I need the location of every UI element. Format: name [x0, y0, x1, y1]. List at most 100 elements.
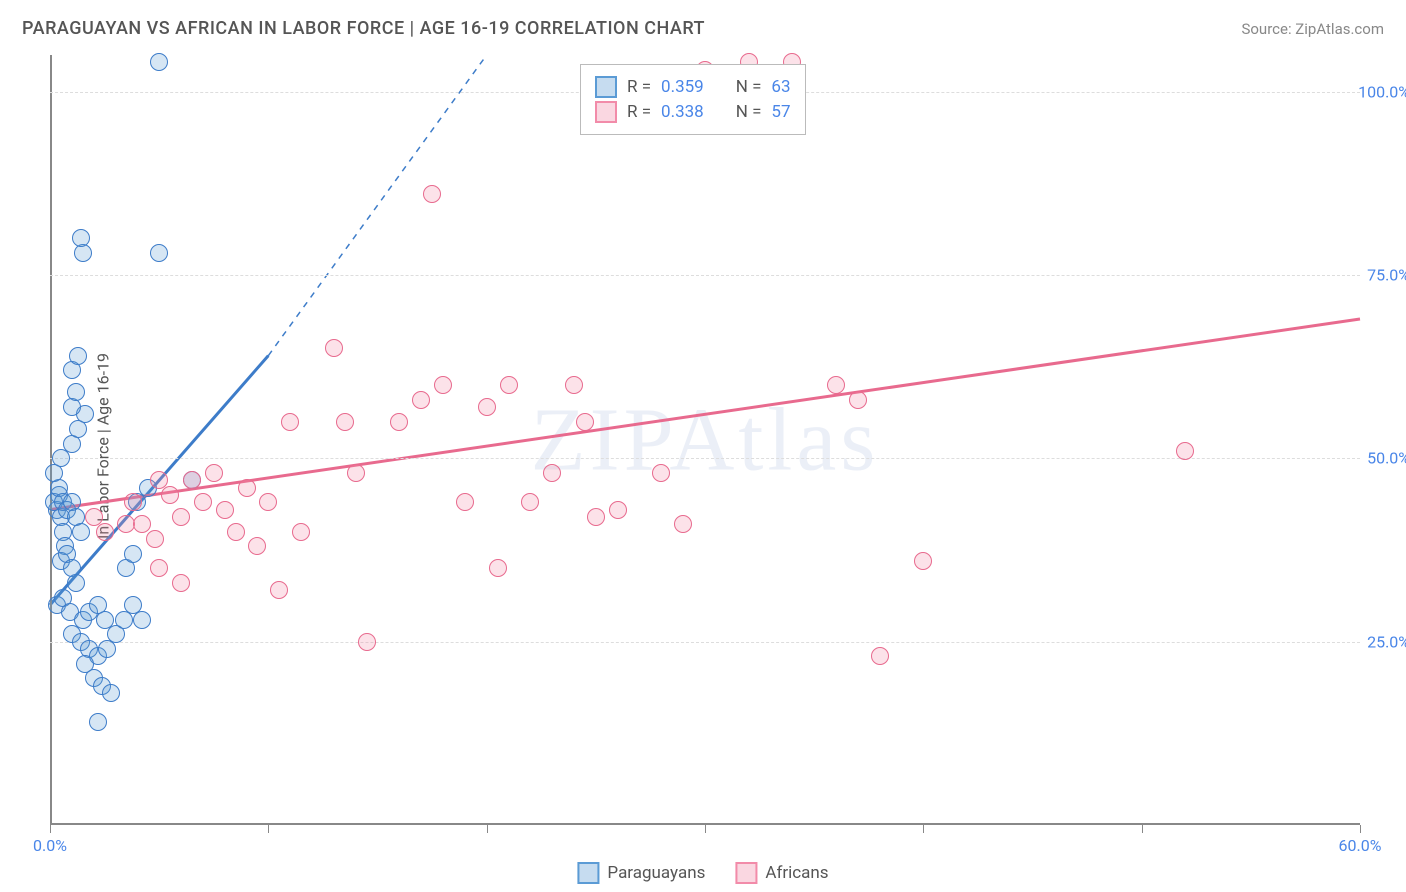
data-point — [150, 244, 168, 262]
data-point — [543, 464, 561, 482]
legend-swatch — [735, 862, 757, 884]
data-point — [172, 508, 190, 526]
n-label: N = — [736, 77, 762, 97]
data-point — [412, 391, 430, 409]
data-point — [587, 508, 605, 526]
chart-title: PARAGUAYAN VS AFRICAN IN LABOR FORCE | A… — [22, 18, 705, 39]
grid-line — [50, 458, 1360, 459]
r-value: 0.338 — [661, 102, 704, 122]
y-tick-label: 50.0% — [1367, 449, 1406, 468]
x-tick — [923, 825, 924, 833]
data-point — [500, 376, 518, 394]
data-point — [45, 464, 63, 482]
n-value: 57 — [771, 102, 790, 122]
data-point — [281, 413, 299, 431]
data-point — [1176, 442, 1194, 460]
grid-line — [50, 275, 1360, 276]
r-label: R = — [627, 102, 651, 122]
data-point — [183, 471, 201, 489]
data-point — [133, 611, 151, 629]
legend-label: Africans — [765, 863, 828, 883]
data-point — [434, 376, 452, 394]
data-point — [96, 523, 114, 541]
legend-item: Paraguayans — [577, 862, 705, 884]
x-tick-label: 0.0% — [33, 836, 67, 855]
trend-line-dashed — [268, 55, 486, 356]
y-tick-label: 100.0% — [1358, 82, 1406, 101]
legend-swatch — [595, 76, 617, 98]
grid-line — [50, 642, 1360, 643]
x-tick — [1360, 825, 1361, 833]
data-point — [827, 376, 845, 394]
legend-swatch — [577, 862, 599, 884]
data-point — [478, 398, 496, 416]
data-point — [205, 464, 223, 482]
data-point — [72, 523, 90, 541]
n-value: 63 — [771, 77, 790, 97]
data-point — [194, 493, 212, 511]
data-point — [325, 339, 343, 357]
data-point — [347, 464, 365, 482]
data-point — [248, 537, 266, 555]
data-point — [102, 684, 120, 702]
trend-lines — [50, 55, 1360, 825]
n-label: N = — [736, 102, 762, 122]
data-point — [489, 559, 507, 577]
data-point — [565, 376, 583, 394]
data-point — [238, 479, 256, 497]
plot-area: ZIPAtlas 25.0%50.0%75.0%100.0%0.0%60.0% — [50, 55, 1360, 825]
data-point — [652, 464, 670, 482]
x-tick — [705, 825, 706, 833]
x-tick — [487, 825, 488, 833]
legend-item: Africans — [735, 862, 828, 884]
data-point — [674, 515, 692, 533]
data-point — [89, 713, 107, 731]
y-tick-label: 75.0% — [1367, 266, 1406, 285]
data-point — [609, 501, 627, 519]
legend-swatch — [595, 101, 617, 123]
legend-row: R = 0.359 N = 63 — [595, 76, 791, 98]
data-point — [456, 493, 474, 511]
source-label: Source: ZipAtlas.com — [1241, 20, 1384, 38]
data-point — [67, 383, 85, 401]
y-tick-label: 25.0% — [1367, 632, 1406, 651]
data-point — [216, 501, 234, 519]
r-label: R = — [627, 77, 651, 97]
x-tick — [268, 825, 269, 833]
legend-label: Paraguayans — [607, 863, 705, 883]
data-point — [914, 552, 932, 570]
x-tick-label: 60.0% — [1339, 836, 1382, 855]
data-point — [849, 391, 867, 409]
legend-row: R = 0.338 N = 57 — [595, 101, 791, 123]
data-point — [146, 530, 164, 548]
data-point — [270, 581, 288, 599]
title-bar: PARAGUAYAN VS AFRICAN IN LABOR FORCE | A… — [22, 18, 1384, 39]
data-point — [227, 523, 245, 541]
data-point — [161, 486, 179, 504]
data-point — [292, 523, 310, 541]
data-point — [172, 574, 190, 592]
data-point — [259, 493, 277, 511]
data-point — [67, 574, 85, 592]
data-point — [336, 413, 354, 431]
data-point — [124, 493, 142, 511]
series-legend: Paraguayans Africans — [577, 862, 828, 884]
data-point — [72, 229, 90, 247]
data-point — [423, 185, 441, 203]
data-point — [576, 413, 594, 431]
data-point — [150, 53, 168, 71]
data-point — [358, 633, 376, 651]
data-point — [150, 559, 168, 577]
x-tick — [50, 825, 51, 833]
chart-container: PARAGUAYAN VS AFRICAN IN LABOR FORCE | A… — [0, 0, 1406, 892]
data-point — [69, 347, 87, 365]
y-axis-line — [50, 55, 52, 825]
x-tick — [1142, 825, 1143, 833]
data-point — [124, 545, 142, 563]
data-point — [871, 647, 889, 665]
correlation-legend: R = 0.359 N = 63 R = 0.338 N = 57 — [580, 64, 806, 135]
data-point — [133, 515, 151, 533]
r-value: 0.359 — [661, 77, 704, 97]
data-point — [390, 413, 408, 431]
data-point — [521, 493, 539, 511]
